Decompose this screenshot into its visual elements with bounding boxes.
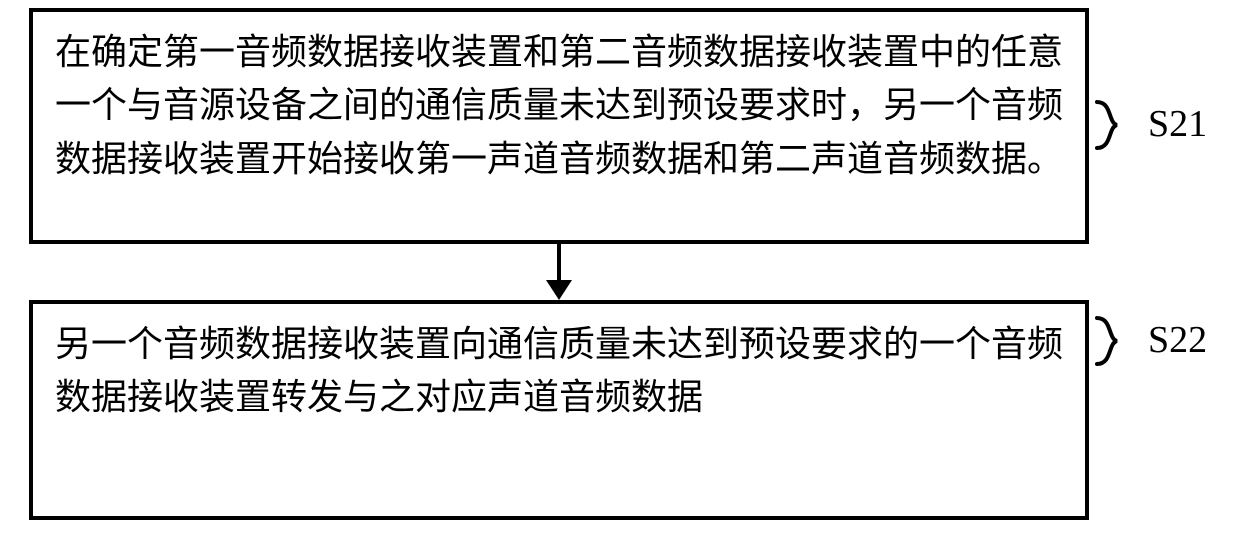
flow-step-text: 另一个音频数据接收装置向通信质量未达到预设要求的一个音频数据接收装置转发与之对应…: [55, 324, 1063, 417]
flowchart-canvas: 在确定第一音频数据接收装置和第二音频数据接收装置中的任意一个与音源设备之间的通信…: [0, 0, 1240, 535]
flow-step-text: 在确定第一音频数据接收装置和第二音频数据接收装置中的任意一个与音源设备之间的通信…: [55, 32, 1063, 179]
arrow-head: [546, 280, 572, 300]
step-label-label-s22: S22: [1148, 318, 1207, 362]
flow-step-s21: 在确定第一音频数据接收装置和第二音频数据接收装置中的任意一个与音源设备之间的通信…: [29, 8, 1089, 244]
flow-step-s22: 另一个音频数据接收装置向通信质量未达到预设要求的一个音频数据接收装置转发与之对应…: [29, 300, 1089, 520]
step-label-label-s21: S21: [1148, 102, 1207, 146]
bracket-bracket-s21: [1094, 99, 1140, 151]
arrow-stem: [557, 244, 561, 282]
bracket-bracket-s22: [1094, 315, 1140, 367]
